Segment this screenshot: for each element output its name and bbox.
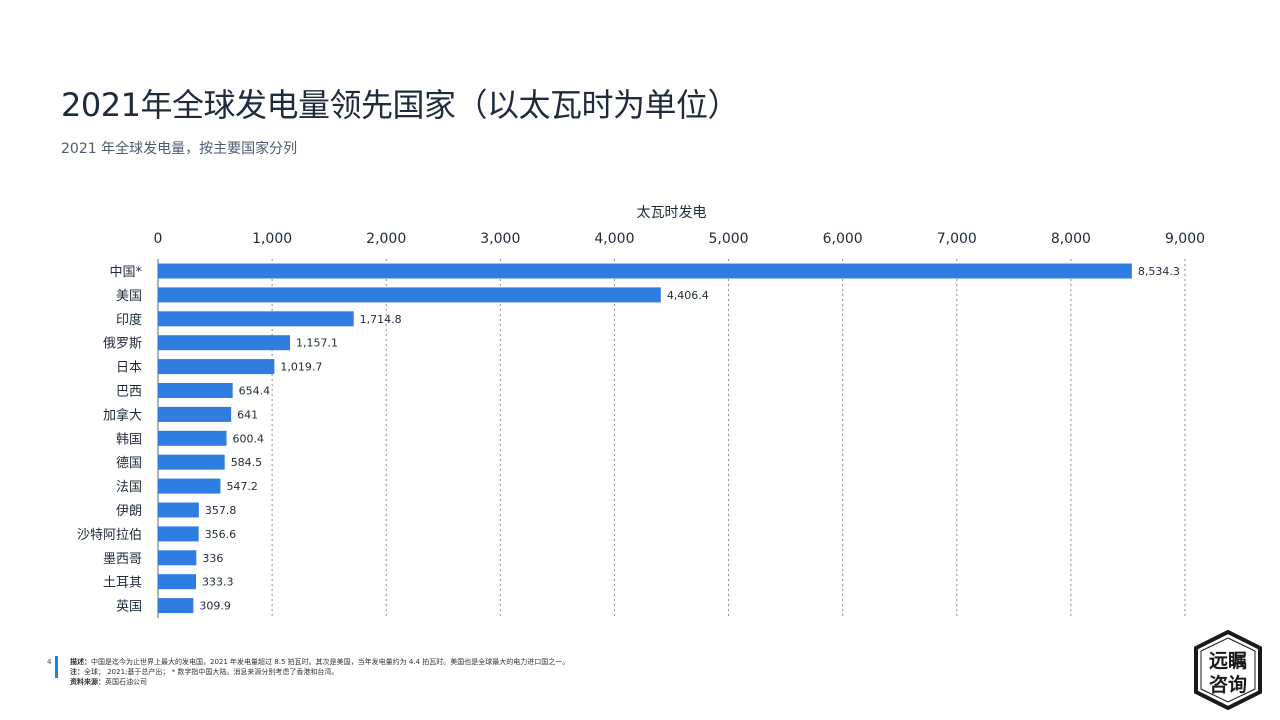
data-label: 641 <box>237 408 258 421</box>
footer-note: 注：全球； 2021;基于总产出； * 数字指中国大陆。消息来源分别考虑了香港和… <box>70 668 339 676</box>
bar <box>158 383 233 398</box>
x-axis-label: 太瓦时发电 <box>637 205 707 221</box>
data-label: 333.3 <box>202 576 234 589</box>
footer-source: 资料来源：英国石油公司 <box>70 678 147 686</box>
logo-hexagon <box>1194 630 1262 710</box>
category-label: 德国 <box>116 456 142 471</box>
bar <box>158 406 232 422</box>
category-label: 墨西哥 <box>103 552 142 567</box>
x-tick-label: 6,000 <box>823 231 863 247</box>
data-label: 356.6 <box>205 528 237 541</box>
data-label: 654.4 <box>239 385 271 398</box>
bar <box>158 478 221 494</box>
bar <box>158 311 354 327</box>
category-label: 俄罗斯 <box>103 337 142 352</box>
logo-text-line1: 远瞩 <box>1209 650 1247 672</box>
category-label: 美国 <box>116 289 142 304</box>
data-label: 547.2 <box>226 480 257 493</box>
bar <box>158 598 194 614</box>
x-tick-label: 0 <box>154 231 163 247</box>
data-label: 1,019.7 <box>280 361 322 374</box>
x-tick-label: 2,000 <box>366 231 406 247</box>
x-tick-label: 5,000 <box>709 231 749 247</box>
category-label: 加拿大 <box>103 407 142 423</box>
data-label: 8,534.3 <box>1138 265 1180 278</box>
category-label: 中国* <box>109 265 142 280</box>
category-label: 印度 <box>116 312 142 328</box>
footer-notes: 描述：中国是迄今为止世界上最大的发电国，2021 年发电量超过 8.5 拍瓦时。… <box>70 657 569 687</box>
bar <box>158 550 197 566</box>
data-label: 600.4 <box>233 432 265 445</box>
category-label: 巴西 <box>116 385 142 400</box>
x-tick-label: 8,000 <box>1051 231 1091 247</box>
logo-text-line2: 咨询 <box>1209 673 1247 696</box>
page-accent-bar <box>55 656 58 678</box>
page-title: 2021年全球发电量领先国家（以太瓦时为单位） <box>61 86 739 124</box>
category-label: 日本 <box>116 361 142 376</box>
data-label: 357.8 <box>205 504 237 517</box>
category-label: 英国 <box>116 600 142 615</box>
bar <box>158 430 227 446</box>
bar <box>158 526 199 542</box>
data-label: 309.9 <box>199 600 231 613</box>
company-logo: 远瞩 咨询 <box>1194 630 1262 710</box>
data-label: 584.5 <box>231 456 263 469</box>
category-label: 韩国 <box>116 432 142 447</box>
category-label: 沙特阿拉伯 <box>77 528 142 543</box>
bar <box>158 263 1132 279</box>
bar <box>158 359 275 375</box>
bar <box>158 574 197 590</box>
bar <box>158 287 661 303</box>
category-label: 法国 <box>116 480 142 495</box>
footer-description: 描述：中国是迄今为止世界上最大的发电国，2021 年发电量超过 8.5 拍瓦时。… <box>70 658 570 666</box>
data-label: 336 <box>202 552 223 565</box>
category-label: 土耳其 <box>103 576 142 591</box>
bar <box>158 502 199 518</box>
data-label: 4,406.4 <box>667 289 709 302</box>
category-label: 伊朗 <box>116 504 142 519</box>
bar <box>158 335 291 351</box>
data-label: 1,714.8 <box>360 313 402 326</box>
data-label: 1,157.1 <box>296 337 338 350</box>
bar <box>158 454 225 470</box>
x-tick-label: 9,000 <box>1165 231 1205 247</box>
x-tick-label: 3,000 <box>480 231 520 247</box>
x-tick-label: 4,000 <box>594 231 634 247</box>
page-subtitle: 2021 年全球发电量，按主要国家分列 <box>61 141 298 157</box>
x-tick-label: 1,000 <box>252 231 292 247</box>
x-tick-label: 7,000 <box>937 231 977 247</box>
page-number: 4 <box>47 658 52 666</box>
